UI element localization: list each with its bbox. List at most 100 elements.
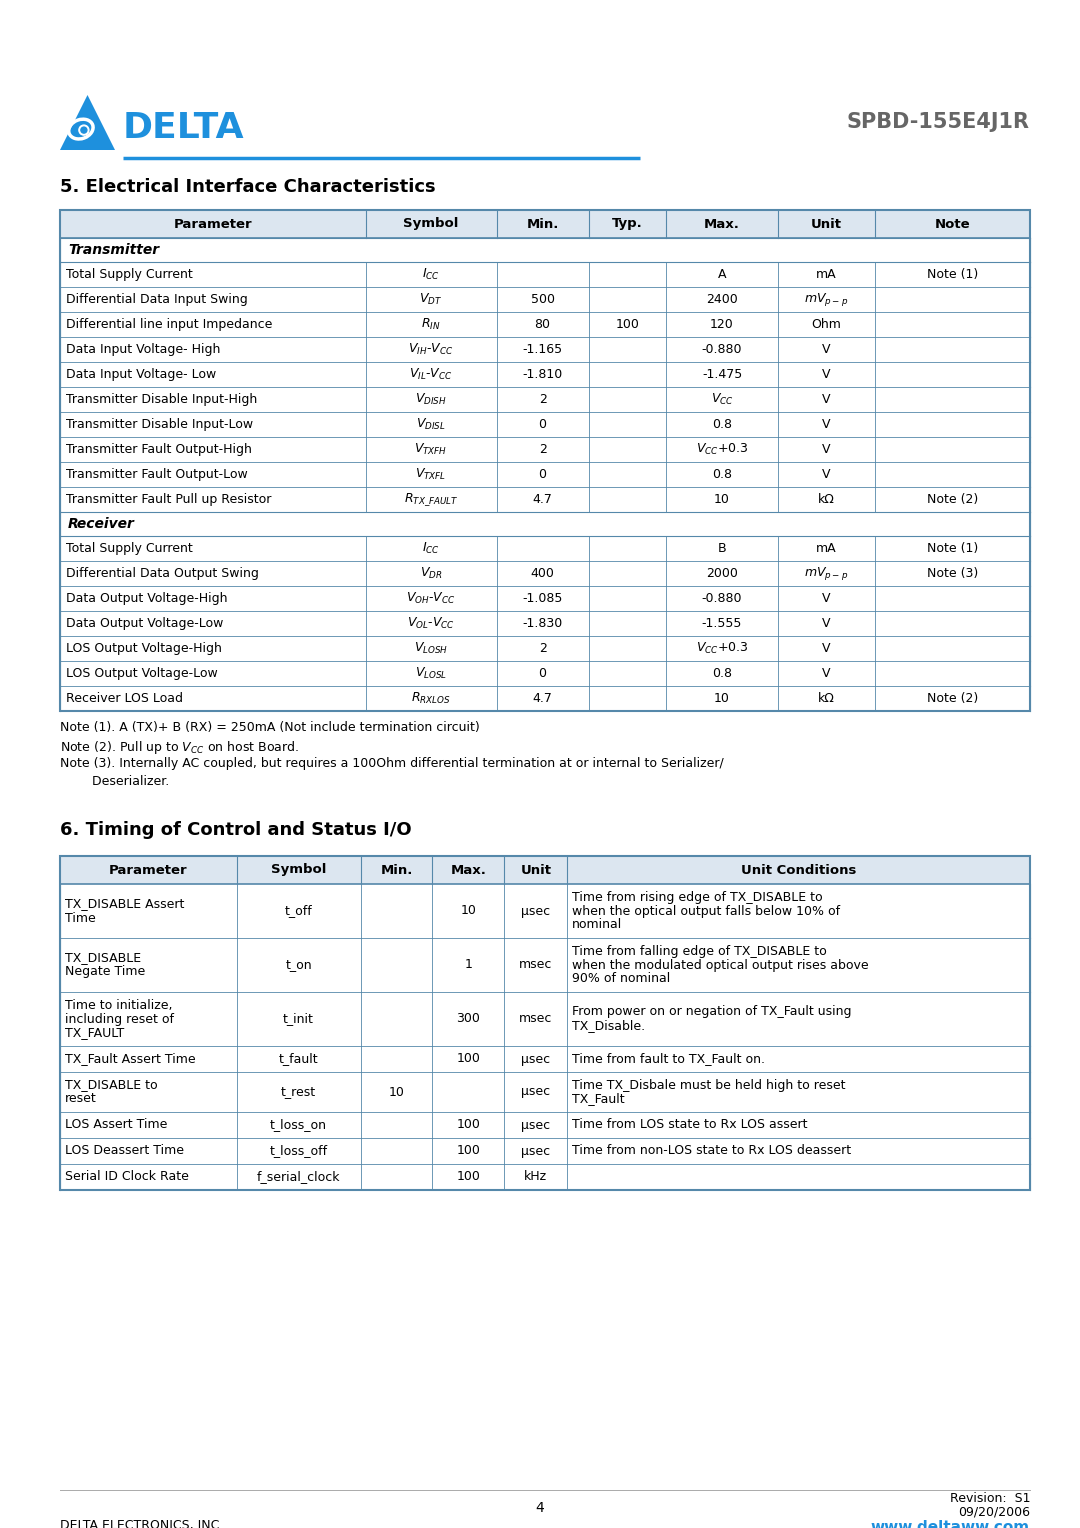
Text: -1.810: -1.810: [523, 368, 563, 380]
Text: 4: 4: [536, 1500, 544, 1514]
Text: TX_Fault: TX_Fault: [572, 1093, 625, 1105]
Text: Time from non-LOS state to Rx LOS deassert: Time from non-LOS state to Rx LOS deasse…: [572, 1144, 851, 1158]
Bar: [60, 512, 1030, 536]
Text: Note (2): Note (2): [927, 494, 978, 506]
Text: 0.8: 0.8: [712, 419, 732, 431]
Text: -1.475: -1.475: [702, 368, 742, 380]
Text: 100: 100: [457, 1144, 481, 1158]
Text: 0.8: 0.8: [712, 668, 732, 680]
Bar: [60, 1047, 1030, 1073]
Text: 300: 300: [457, 1013, 481, 1025]
Text: Data Input Voltage- High: Data Input Voltage- High: [66, 342, 220, 356]
Text: mA: mA: [816, 542, 837, 555]
Bar: [60, 209, 1030, 711]
Text: Note (1): Note (1): [927, 267, 978, 281]
Text: Time TX_Disbale must be held high to reset: Time TX_Disbale must be held high to res…: [572, 1079, 846, 1091]
Text: 5. Electrical Interface Characteristics: 5. Electrical Interface Characteristics: [60, 177, 435, 196]
Text: μsec: μsec: [522, 905, 551, 917]
Text: TX_Fault Assert Time: TX_Fault Assert Time: [65, 1053, 195, 1065]
Text: $V_{TXFH}$: $V_{TXFH}$: [415, 442, 447, 457]
Bar: [60, 992, 1030, 1047]
Text: V: V: [822, 393, 831, 406]
Text: Revision:  S1: Revision: S1: [949, 1491, 1030, 1505]
Text: μsec: μsec: [522, 1118, 551, 1132]
Text: t_init: t_init: [283, 1013, 314, 1025]
Text: $R_{RXLOS}$: $R_{RXLOS}$: [411, 691, 451, 706]
Text: Note (2). Pull up to $V_{CC}$ on host Board.: Note (2). Pull up to $V_{CC}$ on host Bo…: [60, 740, 299, 756]
Text: 0: 0: [539, 468, 546, 481]
Text: Receiver LOS Load: Receiver LOS Load: [66, 692, 183, 704]
Text: 2000: 2000: [706, 567, 738, 581]
Text: Data Input Voltage- Low: Data Input Voltage- Low: [66, 368, 216, 380]
Bar: [60, 338, 1030, 362]
Bar: [60, 938, 1030, 992]
Circle shape: [81, 127, 86, 133]
Text: $V_{CC}$+0.3: $V_{CC}$+0.3: [696, 442, 748, 457]
Text: $mV_{p-p}$: $mV_{p-p}$: [805, 290, 849, 309]
Text: -1.085: -1.085: [523, 591, 563, 605]
Bar: [60, 1164, 1030, 1190]
Bar: [60, 487, 1030, 512]
Text: $V_{LOSH}$: $V_{LOSH}$: [414, 640, 448, 656]
Text: V: V: [822, 642, 831, 656]
Text: Data Output Voltage-High: Data Output Voltage-High: [66, 591, 228, 605]
Text: Time to initialize,: Time to initialize,: [65, 998, 173, 1012]
Text: t_loss_on: t_loss_on: [270, 1118, 327, 1132]
Text: t_loss_off: t_loss_off: [270, 1144, 327, 1158]
Text: Transmitter Disable Input-Low: Transmitter Disable Input-Low: [66, 419, 253, 431]
Bar: [60, 561, 1030, 587]
Text: 120: 120: [711, 318, 734, 332]
Text: $V_{IL}$-$V_{CC}$: $V_{IL}$-$V_{CC}$: [409, 367, 453, 382]
Text: 4.7: 4.7: [532, 494, 553, 506]
Text: Deserializer.: Deserializer.: [60, 775, 170, 788]
Text: TX_DISABLE Assert: TX_DISABLE Assert: [65, 897, 185, 911]
Text: t_fault: t_fault: [279, 1053, 319, 1065]
Bar: [60, 1073, 1030, 1112]
Text: A: A: [718, 267, 726, 281]
Text: V: V: [822, 617, 831, 630]
Text: $R_{IN}$: $R_{IN}$: [421, 316, 441, 332]
Text: Symbol: Symbol: [271, 863, 326, 877]
Bar: [60, 856, 1030, 1190]
Bar: [60, 261, 1030, 287]
Text: LOS Assert Time: LOS Assert Time: [65, 1118, 167, 1132]
Text: when the optical output falls below 10% of: when the optical output falls below 10% …: [572, 905, 840, 917]
Text: TX_Disable.: TX_Disable.: [572, 1019, 646, 1033]
Text: Typ.: Typ.: [612, 217, 643, 231]
Text: LOS Output Voltage-Low: LOS Output Voltage-Low: [66, 668, 218, 680]
Text: Time from falling edge of TX_DISABLE to: Time from falling edge of TX_DISABLE to: [572, 944, 827, 958]
Text: $V_{OL}$-$V_{CC}$: $V_{OL}$-$V_{CC}$: [407, 616, 455, 631]
Text: msec: msec: [519, 1013, 553, 1025]
Text: Unit Conditions: Unit Conditions: [741, 863, 856, 877]
Text: 100: 100: [457, 1118, 481, 1132]
Text: -0.880: -0.880: [702, 342, 742, 356]
Text: $V_{DISL}$: $V_{DISL}$: [416, 417, 446, 432]
Polygon shape: [60, 95, 114, 150]
Text: Symbol: Symbol: [403, 217, 459, 231]
Bar: [60, 413, 1030, 437]
Text: mA: mA: [816, 267, 837, 281]
Bar: [60, 587, 1030, 611]
Text: Note (1). A (TX)+ B (RX) = 250mA (Not include termination circuit): Note (1). A (TX)+ B (RX) = 250mA (Not in…: [60, 721, 480, 733]
Bar: [60, 856, 1030, 885]
Text: 10: 10: [389, 1085, 405, 1099]
Text: Total Supply Current: Total Supply Current: [66, 267, 192, 281]
Text: 09/20/2006: 09/20/2006: [958, 1505, 1030, 1519]
Text: including reset of: including reset of: [65, 1013, 174, 1025]
Text: Unit: Unit: [811, 217, 841, 231]
Text: 90% of nominal: 90% of nominal: [572, 972, 671, 986]
Text: V: V: [822, 468, 831, 481]
Text: 500: 500: [530, 293, 554, 306]
Text: 400: 400: [530, 567, 554, 581]
Text: Max.: Max.: [704, 217, 740, 231]
Text: reset: reset: [65, 1093, 97, 1105]
Text: Total Supply Current: Total Supply Current: [66, 542, 192, 555]
Text: Transmitter Disable Input-High: Transmitter Disable Input-High: [66, 393, 257, 406]
Text: V: V: [822, 368, 831, 380]
Text: 100: 100: [457, 1170, 481, 1184]
Text: Note (3). Internally AC coupled, but requires a 100Ohm differential termination : Note (3). Internally AC coupled, but req…: [60, 756, 724, 770]
Text: TX_FAULT: TX_FAULT: [65, 1027, 124, 1039]
Text: LOS Deassert Time: LOS Deassert Time: [65, 1144, 184, 1158]
Text: Time: Time: [65, 912, 96, 924]
Text: t_rest: t_rest: [281, 1085, 316, 1099]
